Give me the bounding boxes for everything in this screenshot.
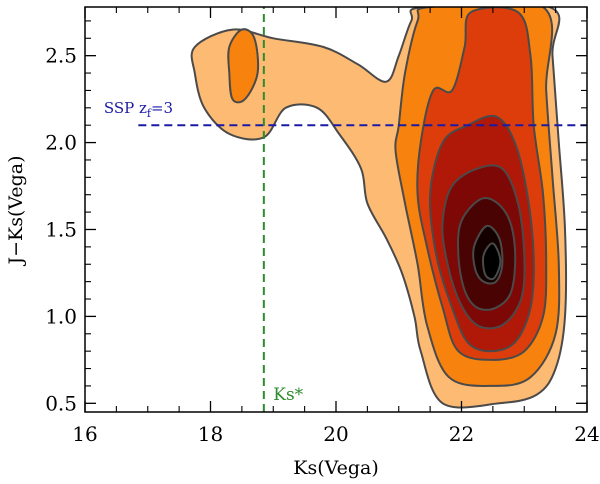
contour-layer (190, 7, 568, 409)
y-axis-title: J−Ks(Vega) (5, 155, 27, 266)
x-tick-label: 24 (574, 422, 599, 446)
contour-level-8 (481, 242, 502, 281)
y-tick-label: 1.0 (45, 304, 77, 328)
x-tick-label: 20 (323, 422, 348, 446)
axis-ticks: 16 18 20 22 24 0.5 1.0 1.5 2.0 2.5 (45, 7, 600, 446)
ssp-annotation: SSP zf=3 (104, 99, 173, 120)
x-axis-title: Ks(Vega) (293, 457, 378, 479)
x-tick-label: 16 (72, 422, 97, 446)
ssp-annotation-subscript: f (147, 107, 152, 120)
ks-star-annotation: Ks* (273, 385, 303, 405)
y-tick-label: 2.0 (45, 131, 77, 155)
x-tick-label: 18 (198, 422, 223, 446)
y-tick-label: 2.5 (45, 44, 77, 68)
ssp-annotation-tail: =3 (151, 99, 173, 117)
y-tick-label: 0.5 (45, 391, 77, 415)
contour-level-2-island (227, 28, 260, 104)
reference-lines (138, 7, 587, 412)
ssp-annotation-base: SSP z (104, 99, 147, 117)
y-tick-label: 1.5 (45, 217, 77, 241)
x-tick-label: 22 (449, 422, 474, 446)
